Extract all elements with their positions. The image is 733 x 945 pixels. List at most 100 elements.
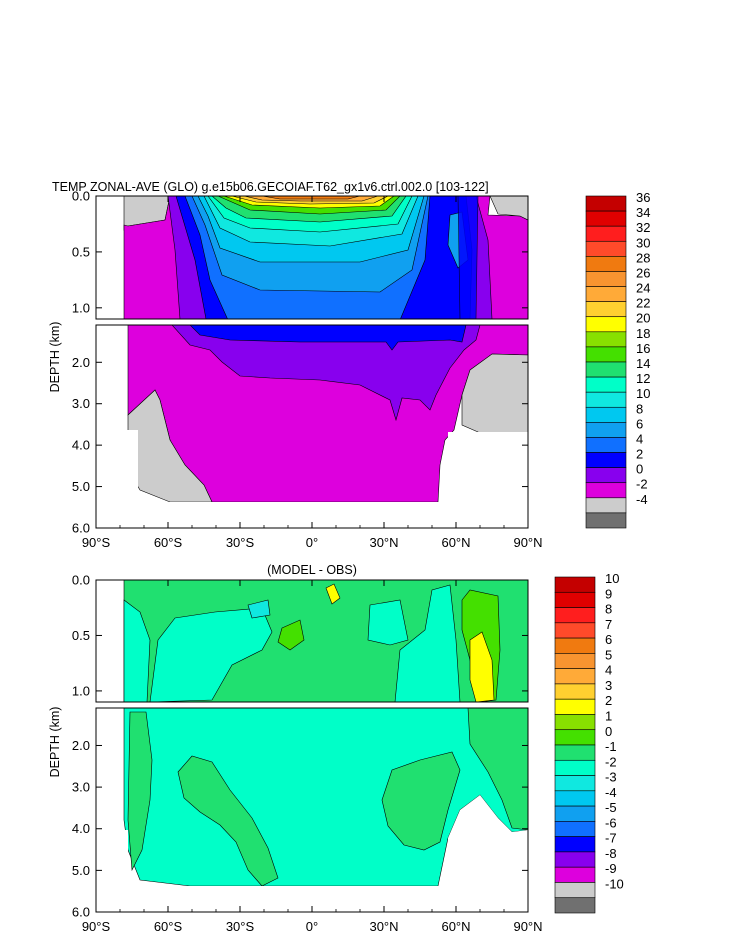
- colorbar-box: [554, 775, 596, 792]
- colorbar-label: 8: [636, 401, 643, 416]
- y-tick-label: 2.0: [72, 355, 90, 370]
- colorbar-box: [585, 331, 627, 348]
- colorbar-box: [554, 882, 596, 899]
- colorbar-box: [554, 576, 596, 593]
- colorbar-box: [585, 406, 627, 423]
- y-tick-label: 0.5: [72, 628, 90, 643]
- colorbar-box: [585, 210, 627, 227]
- x-tick-label: 90°N: [513, 535, 542, 550]
- colorbar-box: [554, 637, 596, 654]
- x-tick-label: 90°S: [82, 535, 111, 550]
- colorbar-box: [554, 897, 596, 914]
- colorbar-label: -10: [605, 876, 624, 891]
- colorbar-label: 26: [636, 265, 650, 280]
- colorbar-label: 32: [636, 220, 650, 235]
- colorbar-box: [554, 836, 596, 853]
- colorbar-label: 10: [636, 386, 650, 401]
- colorbar-box: [585, 482, 627, 499]
- colorbar-label: 2: [605, 693, 612, 708]
- temp-seafloor-north: [448, 432, 528, 528]
- x-tick-label: 90°S: [82, 919, 111, 934]
- colorbar-box: [554, 653, 596, 669]
- y-tick-label: 3.0: [72, 396, 90, 411]
- colorbar-label: 6: [605, 632, 612, 647]
- diff-deep-0to1-mid: [177, 755, 279, 887]
- colorbar-label: -9: [605, 861, 617, 876]
- y-tick-label: 0.5: [72, 244, 90, 259]
- temp-region-28plus: [261, 196, 361, 200]
- colorbar-box: [554, 866, 596, 883]
- colorbar-label: 28: [636, 250, 650, 265]
- temp-lower-field: [96, 325, 528, 528]
- colorbar-box: [585, 391, 627, 408]
- colorbar-box: [585, 452, 627, 468]
- temp-ylabel: DEPTH (km): [48, 322, 62, 393]
- colorbar-label: -6: [605, 815, 617, 830]
- diff-lower-field: [96, 708, 528, 912]
- colorbar-box: [554, 622, 596, 639]
- colorbar-label: -2: [636, 477, 648, 492]
- colorbar-label: -1: [605, 739, 617, 754]
- diff-title: (MODEL - OBS): [267, 563, 357, 577]
- y-tick-label: 4.0: [72, 438, 90, 453]
- colorbar-box: [554, 821, 596, 837]
- colorbar-box: [585, 437, 627, 453]
- colorbar-label: 14: [636, 356, 650, 371]
- x-tick-label: 90°N: [513, 919, 542, 934]
- diff-region-neg1to0: [123, 599, 151, 702]
- colorbar-box: [585, 346, 627, 363]
- x-tick-label: 60°N: [441, 919, 470, 934]
- colorbar-box: [554, 744, 596, 761]
- y-tick-label: 2.0: [72, 738, 90, 753]
- temp-title: TEMP ZONAL-AVE (GLO) g.e15b06.GECOIAF.T6…: [52, 180, 489, 194]
- colorbar-box: [585, 256, 627, 272]
- diff-ylabel: DEPTH (km): [48, 707, 62, 778]
- diff-region-neg1to0-b: [149, 607, 273, 702]
- colorbar-box: [554, 729, 596, 746]
- colorbar-box: [554, 591, 596, 608]
- x-tick-label: 0°: [306, 535, 318, 550]
- colorbar-label: 0: [636, 462, 643, 477]
- diff-seafloor-mid: [138, 886, 448, 912]
- diff-region-2to3-b: [325, 583, 341, 605]
- diff-region-1to2-b: [277, 619, 305, 651]
- x-tick-label: 60°S: [154, 919, 183, 934]
- temp-deep-6to8: [189, 325, 467, 351]
- temp-region-4to6-north-wall: [457, 196, 479, 319]
- colorbar-box: [554, 683, 596, 700]
- colorbar-label: -3: [605, 770, 617, 785]
- temp-panel: TEMP ZONAL-AVE (GLO) g.e15b06.GECOIAF.T6…: [48, 180, 650, 550]
- diff-deep-0to1-ne: [467, 708, 528, 831]
- colorbar-label: 30: [636, 235, 650, 250]
- y-tick-label: 1.0: [72, 300, 90, 315]
- colorbar-label: 2: [636, 447, 643, 462]
- diff-region-2to3: [469, 631, 495, 702]
- temp-seafloor-south: [96, 430, 138, 528]
- y-tick-label: 3.0: [72, 780, 90, 795]
- colorbar-label: 4: [636, 431, 643, 446]
- colorbar-label: 1: [605, 708, 612, 723]
- temp-deep-4to6: [171, 325, 481, 422]
- colorbar-label: 10: [605, 571, 619, 586]
- diff-region-neg1to0-c: [367, 599, 409, 646]
- colorbar-label: -2: [605, 754, 617, 769]
- diff-deep-0to1-south: [127, 711, 153, 872]
- colorbar-box: [585, 361, 627, 378]
- colorbar-label: 6: [636, 416, 643, 431]
- colorbar-box: [585, 467, 627, 484]
- colorbar-box: [585, 195, 627, 212]
- colorbar-label: -4: [605, 785, 617, 800]
- colorbar-box: [554, 668, 596, 685]
- y-tick-label: 1.0: [72, 683, 90, 698]
- colorbar-label: -5: [605, 800, 617, 815]
- colorbar-label: 36: [636, 190, 650, 205]
- x-tick-label: 30°N: [369, 919, 398, 934]
- diff-panel: (MODEL - OBS) DEPTH (km): [48, 563, 624, 934]
- diff-seafloor-south: [96, 830, 128, 912]
- colorbar-box: [585, 240, 627, 257]
- y-tick-label: 5.0: [72, 863, 90, 878]
- colorbar-label: -8: [605, 846, 617, 861]
- colorbar-box: [554, 851, 596, 868]
